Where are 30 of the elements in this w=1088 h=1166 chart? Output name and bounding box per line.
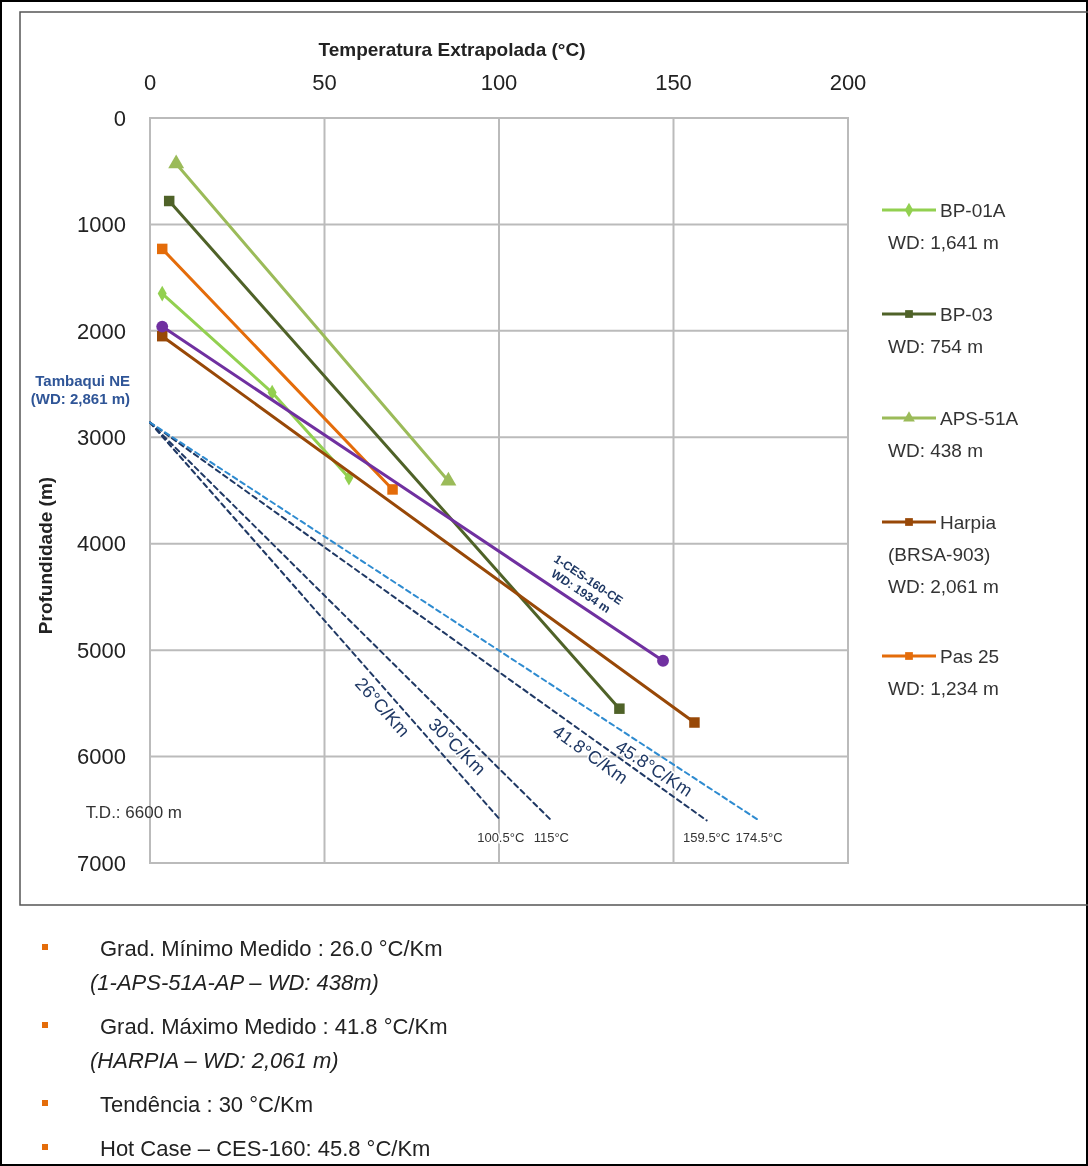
text: Tendência : 30 °C/Km bbox=[100, 1091, 314, 1117]
y-tick-label: 5000 bbox=[77, 637, 126, 663]
x-tick-label: 0 bbox=[143, 70, 157, 95]
y-tick-label: 3000 bbox=[77, 424, 126, 450]
y-tick-label: 1000 bbox=[77, 212, 126, 238]
text: Grad. Mínimo Medido : 26.0 °C/Km (1-APS-51A-AP – WD: 438m) bbox=[90, 935, 443, 995]
legend-label: BP-01A WD: 1,641 m bbox=[888, 199, 1006, 253]
legend-label: Pas 25 WD: 1,234 m bbox=[888, 645, 1000, 699]
x-tick-label: 150 bbox=[655, 70, 692, 95]
annotation: Tambaqui NE (WD: 2,861 m) bbox=[30, 372, 130, 408]
text: Hot Case – CES-160: 45.8 °C/Km bbox=[100, 1135, 431, 1161]
legend-label: Harpia (BRSA-903) WD: 2,061 m bbox=[888, 511, 999, 597]
legend-label: BP-03 WD: 754 m bbox=[888, 303, 993, 357]
y-tick-label: 2000 bbox=[77, 318, 126, 344]
x-tick-label: 200 bbox=[829, 70, 867, 95]
legend-label: APS-51A WD: 438 m bbox=[888, 407, 1019, 461]
y-tick-label: 6000 bbox=[77, 744, 126, 770]
annotation: 174.5°C bbox=[735, 830, 783, 846]
text: Grad. Máximo Medido : 41.8 °C/Km (HARPIA – WD: 2,061 m) bbox=[90, 1013, 448, 1073]
y-tick-label: 0 bbox=[113, 105, 126, 131]
x-tick-label: 50 bbox=[312, 70, 337, 95]
y-tick-label: 7000 bbox=[77, 850, 126, 876]
y-axis-title: Profundidade (m) bbox=[35, 476, 56, 635]
x-tick-label: 100 bbox=[480, 70, 518, 95]
annotation: T.D.: 6600 m bbox=[85, 803, 182, 822]
annotation: 100.5°C bbox=[477, 830, 525, 846]
y-tick-label: 4000 bbox=[77, 531, 126, 557]
annotation: 159.5°C bbox=[683, 830, 731, 846]
annotation: 115°C bbox=[533, 830, 570, 846]
x-axis-title: Temperatura Extrapolada (°C) bbox=[318, 39, 586, 60]
